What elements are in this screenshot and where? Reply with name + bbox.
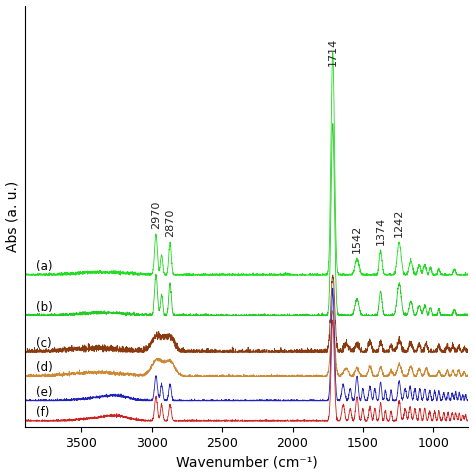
Y-axis label: Abs (a. u.): Abs (a. u.) [6, 180, 19, 252]
Text: (d): (d) [36, 361, 53, 374]
Text: (b): (b) [36, 301, 53, 314]
Text: 1542: 1542 [352, 225, 362, 253]
Text: (f): (f) [36, 406, 50, 419]
Text: (e): (e) [36, 386, 53, 399]
Text: (a): (a) [36, 260, 53, 273]
Text: 1374: 1374 [375, 217, 386, 245]
Text: 2970: 2970 [151, 200, 161, 228]
Text: 1714: 1714 [328, 38, 338, 66]
Text: 1242: 1242 [394, 208, 404, 237]
Text: (c): (c) [36, 337, 52, 350]
Text: 2870: 2870 [165, 208, 175, 237]
X-axis label: Wavenumber (cm⁻¹): Wavenumber (cm⁻¹) [176, 456, 318, 469]
